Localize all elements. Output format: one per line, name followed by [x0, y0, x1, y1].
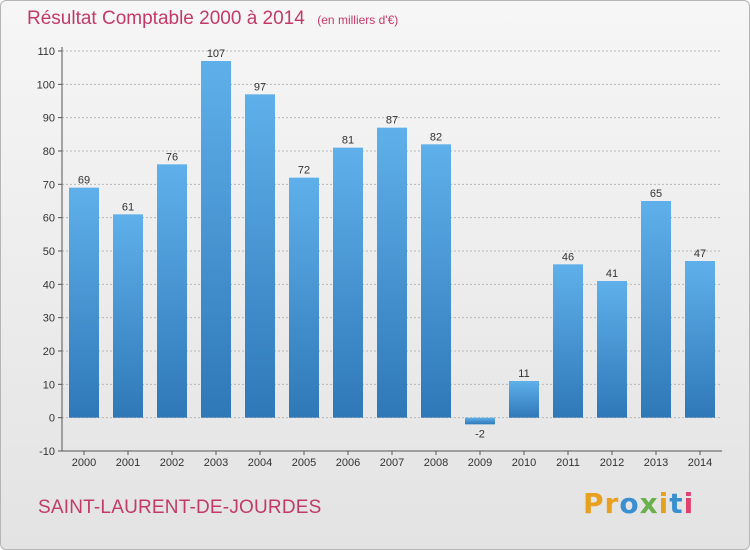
- logo-letter: i: [683, 487, 695, 520]
- bar: [641, 201, 671, 418]
- y-tick-label: -10: [39, 446, 55, 458]
- y-tick-label: 50: [43, 246, 55, 258]
- y-tick-label: 10: [43, 379, 55, 391]
- data-label: 41: [606, 268, 618, 280]
- bar: [69, 187, 99, 418]
- commune-name: SAINT-LAURENT-DE-JOURDES: [38, 497, 322, 518]
- x-tick-label: 2009: [468, 457, 492, 469]
- x-tick-label: 2013: [644, 457, 668, 469]
- data-label: 97: [254, 81, 266, 93]
- proxiti-logo: Proxiti: [583, 487, 694, 520]
- x-tick-label: 2011: [556, 457, 580, 469]
- data-label: 87: [386, 115, 398, 127]
- bar: [113, 214, 143, 418]
- data-label: 107: [207, 48, 225, 60]
- x-tick-label: 2005: [292, 457, 316, 469]
- data-label: 69: [78, 175, 90, 187]
- bar: [289, 177, 319, 418]
- y-tick-label: 40: [43, 279, 55, 291]
- x-tick-label: 2014: [688, 457, 712, 469]
- logo-letter: i: [658, 487, 670, 520]
- data-label: -2: [475, 428, 485, 440]
- x-tick-label: 2003: [204, 457, 228, 469]
- bar: [245, 94, 275, 418]
- data-label: 11: [518, 368, 529, 380]
- y-tick-label: 20: [43, 346, 55, 358]
- data-label: 72: [298, 165, 310, 177]
- data-label: 47: [694, 248, 706, 260]
- y-tick-label: 0: [49, 413, 55, 425]
- x-tick-label: 2007: [380, 457, 404, 469]
- x-tick-label: 2006: [336, 457, 360, 469]
- data-label: 46: [562, 251, 574, 263]
- bar: [377, 127, 407, 418]
- bar: [157, 164, 187, 418]
- x-tick-label: 2004: [248, 457, 272, 469]
- x-tick-label: 2008: [424, 457, 448, 469]
- y-tick-label: 110: [37, 46, 55, 58]
- bar: [509, 381, 539, 418]
- bar: [553, 264, 583, 418]
- chart-title-text: Résultat Comptable 2000 à 2014: [27, 8, 305, 29]
- y-tick-label: 70: [43, 179, 55, 191]
- y-tick-label: 60: [43, 213, 55, 225]
- bar: [597, 281, 627, 418]
- chart-title: Résultat Comptable 2000 à 2014 (en milli…: [27, 8, 398, 30]
- bar: [465, 417, 495, 425]
- logo-letter: x: [639, 487, 659, 520]
- data-label: 81: [342, 135, 354, 147]
- logo-letter: P: [583, 487, 605, 520]
- data-label: 76: [166, 151, 178, 163]
- bar: [421, 144, 451, 418]
- y-tick-label: 100: [37, 79, 55, 91]
- x-tick-label: 2000: [72, 457, 96, 469]
- logo-letter: t: [669, 487, 684, 520]
- logo-letter: o: [619, 487, 640, 520]
- data-label: 61: [122, 201, 134, 213]
- bar: [201, 61, 231, 418]
- x-tick-label: 2001: [116, 457, 140, 469]
- y-tick-label: 90: [43, 113, 55, 125]
- x-tick-label: 2002: [160, 457, 184, 469]
- logo-letter: r: [604, 487, 620, 520]
- chart-unit: (en milliers d'€): [317, 13, 399, 27]
- y-tick-label: 30: [43, 313, 55, 325]
- data-label: 65: [650, 188, 662, 200]
- bar: [333, 147, 363, 418]
- x-tick-label: 2010: [512, 457, 536, 469]
- y-tick-label: 80: [43, 146, 55, 158]
- x-tick-label: 2012: [600, 457, 624, 469]
- data-label: 82: [430, 131, 442, 143]
- bar: [685, 261, 715, 418]
